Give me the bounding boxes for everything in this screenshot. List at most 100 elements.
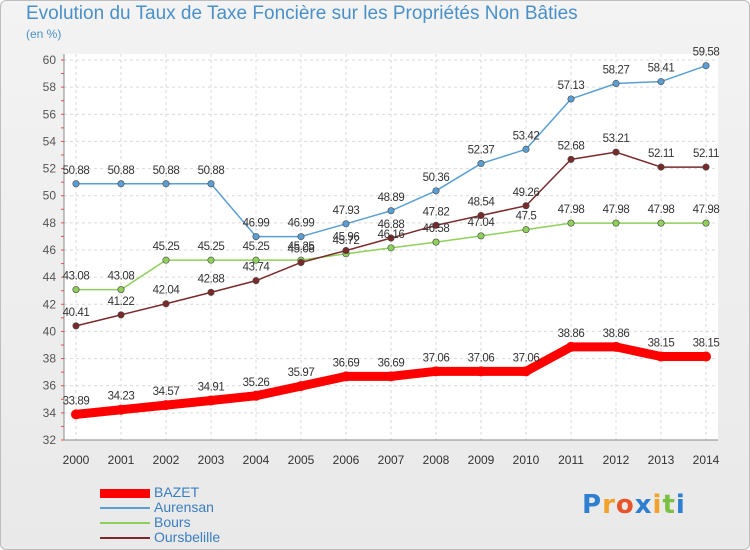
data-point (432, 187, 440, 195)
data-label: 52.11 (693, 148, 719, 160)
data-label: 36.69 (333, 357, 360, 369)
data-label: 46.88 (378, 219, 405, 231)
data-label: 35.26 (243, 377, 270, 389)
data-label: 37.06 (468, 352, 495, 364)
data-point (342, 247, 350, 255)
data-label: 36.69 (378, 357, 405, 369)
data-point (72, 322, 80, 330)
x-tick-label: 2008 (423, 453, 450, 467)
data-point (72, 286, 80, 294)
data-label: 38.86 (603, 328, 630, 340)
data-point (612, 219, 620, 227)
data-label: 45.25 (153, 241, 180, 253)
data-point (612, 148, 620, 156)
data-point (296, 381, 306, 392)
y-tick-label: 50 (43, 189, 57, 203)
x-tick-label: 2005 (288, 453, 315, 467)
logo-letter: o (615, 490, 635, 520)
data-point (521, 366, 531, 377)
y-tick-label: 32 (43, 433, 57, 447)
data-label: 34.57 (153, 386, 180, 398)
y-axis-unit: (en %) (26, 27, 62, 41)
x-tick-label: 2007 (378, 453, 405, 467)
data-label: 41.22 (108, 296, 135, 308)
data-label: 35.97 (288, 367, 315, 379)
data-label: 38.15 (648, 338, 675, 350)
data-label: 47.04 (468, 217, 496, 229)
y-tick-label: 34 (43, 406, 57, 420)
data-label: 34.23 (108, 391, 135, 403)
data-point (566, 341, 576, 352)
data-point (702, 219, 710, 227)
data-point (206, 395, 216, 406)
data-label: 47.98 (603, 204, 630, 216)
legend-label: Bours (154, 514, 191, 530)
data-point (207, 288, 215, 296)
y-tick-label: 48 (43, 216, 57, 230)
data-point (657, 219, 665, 227)
y-tick-label: 36 (43, 379, 57, 393)
data-label: 47.82 (423, 206, 450, 218)
x-tick-label: 2012 (603, 453, 630, 467)
data-point (702, 62, 710, 70)
x-tick-label: 2010 (513, 453, 540, 467)
data-point (432, 238, 440, 246)
data-label: 45.25 (243, 241, 270, 253)
data-label: 47.5 (516, 211, 537, 223)
legend-swatch (100, 488, 150, 498)
data-point (477, 232, 485, 240)
data-point (701, 351, 711, 362)
data-point (386, 371, 396, 382)
data-label: 34.91 (198, 382, 225, 394)
legend-label: Oursbelille (154, 529, 221, 545)
data-label: 49.26 (513, 187, 540, 199)
data-point (297, 233, 305, 241)
chart-title: Evolution du Taux de Taxe Foncière sur l… (26, 3, 578, 24)
data-label: 45.08 (288, 243, 315, 255)
data-point (477, 160, 485, 168)
data-point (162, 256, 170, 264)
data-point (567, 155, 575, 163)
data-label: 33.89 (63, 395, 90, 407)
data-point (252, 256, 260, 264)
x-tick-label: 2002 (153, 453, 180, 467)
data-label: 43.08 (108, 271, 135, 283)
data-label: 45.25 (198, 241, 225, 253)
data-label: 52.37 (468, 145, 495, 157)
data-label: 46.99 (288, 218, 315, 230)
data-point (431, 366, 441, 377)
data-point (567, 219, 575, 227)
data-label: 53.21 (603, 133, 630, 145)
data-label: 42.88 (198, 273, 225, 285)
legend-swatch (100, 522, 150, 524)
logo-letter: r (602, 490, 616, 520)
y-tick-label: 44 (43, 270, 57, 284)
x-tick-label: 2011 (558, 453, 584, 467)
data-point (432, 221, 440, 229)
data-point (476, 366, 486, 377)
logo-letter: i (675, 490, 686, 520)
data-point (252, 277, 260, 285)
data-label: 58.27 (603, 64, 630, 76)
data-point (116, 404, 126, 415)
data-label: 50.36 (423, 172, 450, 184)
data-label: 46.16 (378, 229, 405, 241)
logo-letter: i (652, 490, 663, 520)
data-point (117, 286, 125, 294)
x-tick-label: 2009 (468, 453, 495, 467)
data-label: 43.74 (243, 262, 271, 274)
logo-letter: P (582, 490, 603, 520)
x-tick-label: 2013 (648, 453, 675, 467)
data-point (477, 212, 485, 220)
y-tick-label: 58 (43, 80, 57, 94)
y-tick-label: 42 (43, 297, 57, 311)
logo-letter: x (634, 490, 653, 520)
data-label: 53.42 (513, 130, 540, 142)
data-label: 57.13 (558, 80, 585, 92)
data-label: 58.41 (648, 63, 675, 75)
data-label: 42.04 (153, 285, 181, 297)
legend-label: Aurensan (154, 499, 214, 515)
legend-swatch (100, 507, 150, 509)
y-tick-label: 46 (43, 243, 57, 257)
